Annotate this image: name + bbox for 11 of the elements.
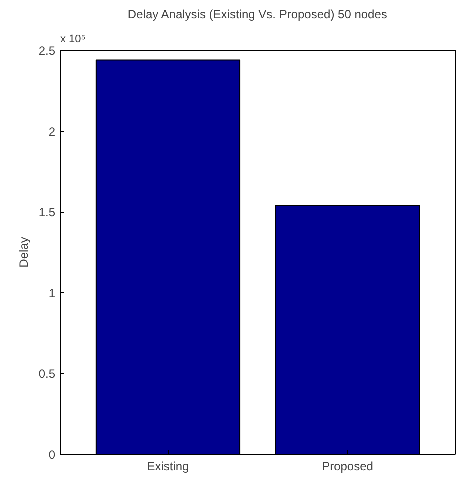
y-axis-title: Delay [16, 237, 31, 268]
y-tick-label: 1 [48, 286, 56, 300]
y-tick-label: 0.5 [38, 367, 56, 382]
text: x 10⁵ [60, 34, 86, 46]
y-tick-label: 2.5 [38, 44, 56, 58]
y-tick-label: 1.5 [38, 206, 56, 220]
x-tick-label: Existing [147, 460, 190, 474]
x-tick-label: Proposed [322, 460, 374, 474]
y-tick-label: 0 [48, 448, 56, 462]
chart-title: Delay Analysis (Existing Vs. Proposed) 50 nodes [128, 8, 388, 22]
y-tick-label: 2 [48, 124, 56, 139]
